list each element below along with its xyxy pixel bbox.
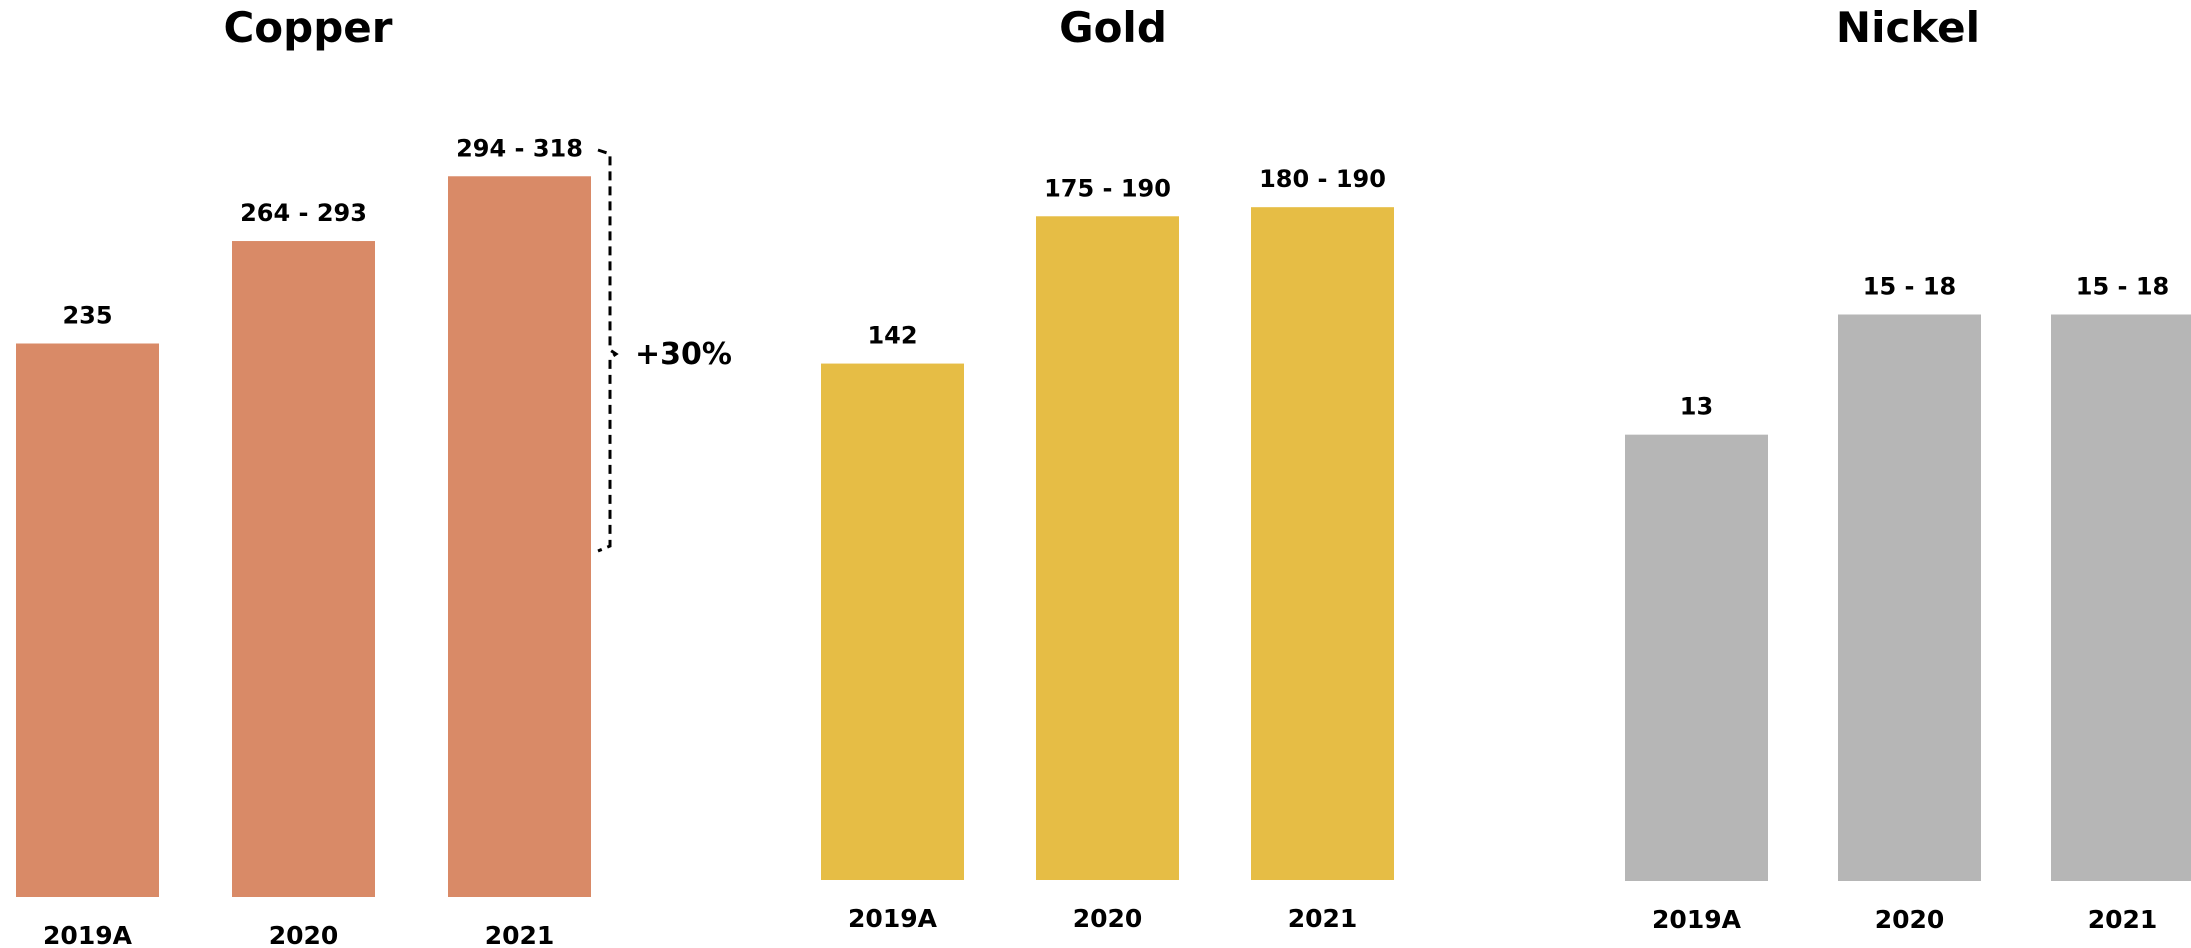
copper-panel: Copper 235 2019A 264 - 293 2020 294 - 318 202…	[16, 3, 732, 948]
gold-bar-2019a	[821, 363, 964, 880]
copper-category-label-2020: 2020	[269, 921, 339, 948]
nickel-value-label-2019a: 13	[1680, 393, 1713, 421]
gold-value-label-2021: 180 - 190	[1259, 165, 1386, 193]
gold-category-label-2021: 2021	[1288, 904, 1358, 933]
gold-bar-2020	[1036, 216, 1179, 881]
gold-category-label-2020: 2020	[1073, 904, 1143, 933]
copper-bar-2019a	[16, 343, 159, 897]
copper-value-label-2020: 264 - 293	[240, 199, 367, 227]
copper-bar-2021	[448, 176, 591, 897]
gold-category-label-2019a: 2019A	[848, 904, 938, 933]
nickel-value-label-2020: 15 - 18	[1863, 273, 1956, 301]
growth-annotation: +30%	[635, 337, 732, 372]
growth-bracket	[597, 148, 619, 553]
gold-value-label-2020: 175 - 190	[1044, 174, 1171, 202]
gold-panel: Gold 142 2019A 175 - 190 2020 180 - 190 2021	[821, 3, 1394, 933]
nickel-title: Nickel	[1836, 3, 1980, 52]
nickel-panel: Nickel 13 2019A 15 - 18 2020 15 - 18 2021	[1625, 3, 2191, 934]
gold-value-label-2019a: 142	[867, 322, 917, 350]
copper-title: Copper	[223, 3, 392, 52]
nickel-bar-2021	[2051, 314, 2191, 881]
gold-title: Gold	[1059, 3, 1167, 52]
nickel-category-label-2019a: 2019A	[1652, 905, 1742, 934]
copper-value-label-2019a: 235	[62, 301, 112, 329]
nickel-bar-2020	[1838, 314, 1981, 881]
copper-category-label-2021: 2021	[485, 921, 555, 948]
nickel-value-label-2021: 15 - 18	[2076, 273, 2169, 301]
copper-value-label-2021: 294 - 318	[456, 134, 583, 162]
gold-bar-2021	[1251, 207, 1394, 880]
nickel-category-label-2020: 2020	[1875, 905, 1945, 934]
nickel-category-label-2021: 2021	[2088, 905, 2158, 934]
copper-bar-2020	[232, 241, 375, 898]
copper-category-label-2019a: 2019A	[43, 921, 133, 948]
nickel-bar-2019a	[1625, 434, 1768, 881]
